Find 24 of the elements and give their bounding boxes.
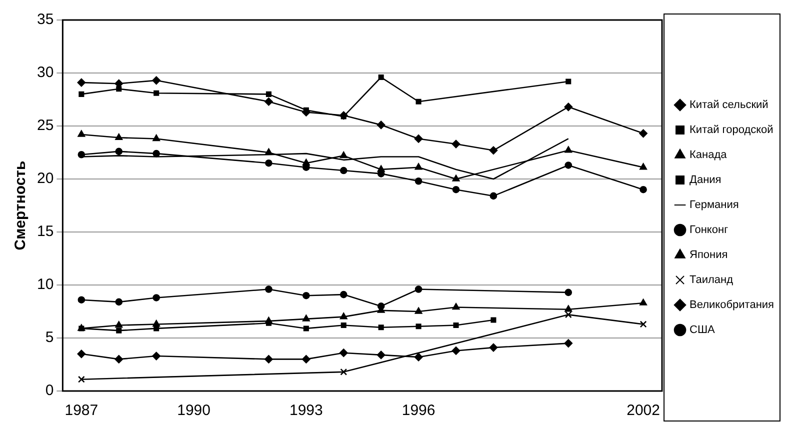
x-tick-label: 1987: [64, 402, 98, 420]
y-tick-label: 25: [36, 117, 54, 134]
legend-label: Таиланд: [690, 274, 734, 286]
legend-label: Канада: [690, 149, 728, 162]
legend-label: Великобритания: [690, 299, 774, 312]
y-tick-label: 30: [36, 64, 54, 82]
legend-label: Германия: [690, 199, 739, 212]
y-tick-label: 10: [36, 276, 54, 294]
x-tick-label: 1993: [289, 402, 323, 420]
x-tick-label: 1996: [402, 402, 436, 420]
legend-label: Китай городской: [690, 124, 774, 136]
legend-label: Дания: [690, 174, 722, 186]
y-tick-label: 0: [45, 382, 54, 400]
legend-label: Китай сельский: [690, 99, 768, 112]
y-tick-label: 20: [36, 170, 54, 188]
y-axis-title: Смертность: [12, 160, 30, 250]
legend-label: США: [690, 324, 716, 336]
legend-label: Япония: [690, 249, 728, 262]
y-tick-label: 5: [45, 329, 54, 346]
x-tick-label: 1990: [177, 402, 210, 420]
x-tick-label: 2002: [626, 402, 660, 420]
y-tick-label: 15: [36, 223, 54, 240]
legend-label: Гонконг: [690, 224, 728, 236]
y-tick-label: 35: [36, 11, 54, 28]
